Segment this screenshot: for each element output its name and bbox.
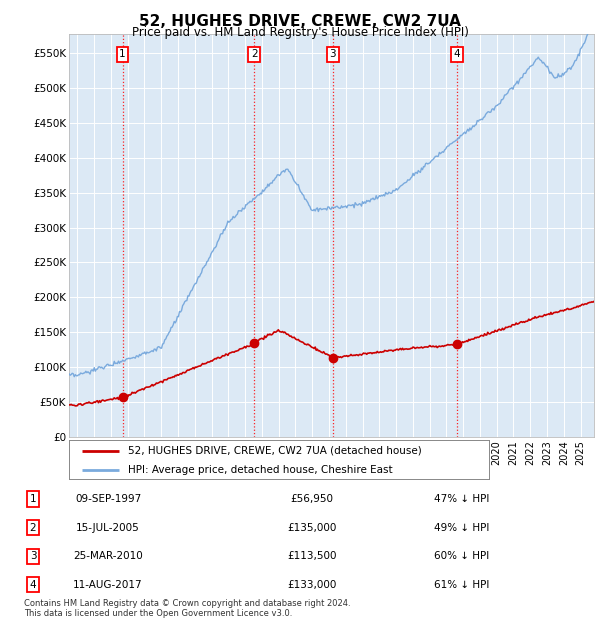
Text: 1: 1 — [29, 494, 37, 504]
Text: 2: 2 — [251, 50, 257, 60]
Text: 2: 2 — [29, 523, 37, 533]
Text: 61% ↓ HPI: 61% ↓ HPI — [434, 580, 490, 590]
Text: 49% ↓ HPI: 49% ↓ HPI — [434, 523, 490, 533]
Text: 15-JUL-2005: 15-JUL-2005 — [76, 523, 140, 533]
Text: 09-SEP-1997: 09-SEP-1997 — [75, 494, 141, 504]
Text: Price paid vs. HM Land Registry's House Price Index (HPI): Price paid vs. HM Land Registry's House … — [131, 26, 469, 39]
Text: £135,000: £135,000 — [287, 523, 337, 533]
Text: £113,500: £113,500 — [287, 551, 337, 561]
Text: 3: 3 — [329, 50, 336, 60]
Text: 4: 4 — [454, 50, 460, 60]
Text: £56,950: £56,950 — [290, 494, 334, 504]
Text: Contains HM Land Registry data © Crown copyright and database right 2024.
This d: Contains HM Land Registry data © Crown c… — [24, 599, 350, 618]
Text: £133,000: £133,000 — [287, 580, 337, 590]
Text: 52, HUGHES DRIVE, CREWE, CW2 7UA (detached house): 52, HUGHES DRIVE, CREWE, CW2 7UA (detach… — [128, 446, 422, 456]
Text: 52, HUGHES DRIVE, CREWE, CW2 7UA: 52, HUGHES DRIVE, CREWE, CW2 7UA — [139, 14, 461, 29]
Text: HPI: Average price, detached house, Cheshire East: HPI: Average price, detached house, Ches… — [128, 465, 392, 475]
Text: 3: 3 — [29, 551, 37, 561]
Text: 4: 4 — [29, 580, 37, 590]
Text: 60% ↓ HPI: 60% ↓ HPI — [434, 551, 490, 561]
Text: 25-MAR-2010: 25-MAR-2010 — [73, 551, 143, 561]
Text: 47% ↓ HPI: 47% ↓ HPI — [434, 494, 490, 504]
Text: 1: 1 — [119, 50, 126, 60]
Text: 11-AUG-2017: 11-AUG-2017 — [73, 580, 143, 590]
